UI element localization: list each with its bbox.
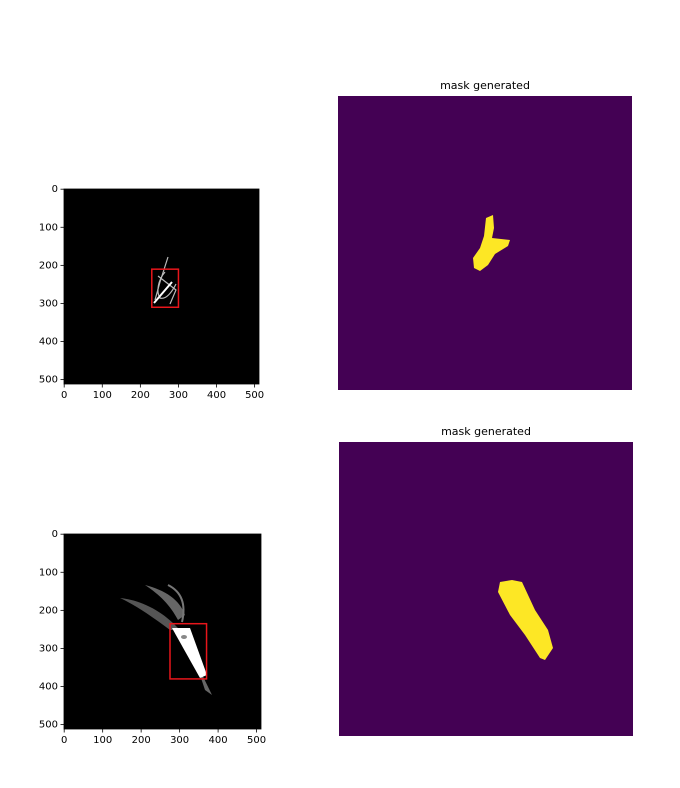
y-tick-label: 0 (52, 184, 58, 195)
image-panel (64, 189, 259, 384)
axes-frame (63, 533, 262, 730)
mask-region (498, 580, 553, 660)
y-tick-label: 100 (39, 222, 58, 233)
mask-panel (338, 96, 632, 390)
bounding-box (151, 268, 180, 309)
y-tick-label: 500 (39, 720, 58, 731)
y-tick-label: 200 (39, 605, 58, 616)
y-tick-label: 500 (39, 375, 58, 386)
y-tick-label: 0 (52, 529, 58, 540)
x-tick-label: 200 (132, 735, 151, 746)
x-tick-label: 100 (93, 390, 112, 401)
mask-region (473, 215, 510, 271)
x-tick-label: 200 (131, 390, 150, 401)
mask-panel (339, 442, 633, 736)
bounding-box (169, 622, 208, 680)
y-tick-label: 100 (39, 567, 58, 578)
y-tick-label: 300 (39, 298, 58, 309)
x-tick-label: 500 (247, 735, 266, 746)
x-tick-label: 0 (61, 390, 67, 401)
y-tick-label: 400 (39, 337, 58, 348)
object (120, 584, 212, 695)
image-background (64, 534, 261, 729)
x-tick-label: 500 (245, 390, 264, 401)
x-tick-label: 100 (93, 735, 112, 746)
mask-background (339, 442, 633, 736)
axes-frame (63, 188, 260, 385)
panel-title: mask generated (440, 79, 530, 92)
y-tick-label: 300 (39, 643, 58, 654)
x-tick-label: 300 (169, 390, 188, 401)
object (153, 256, 177, 305)
x-tick-label: 400 (209, 735, 228, 746)
panel-title: mask generated (441, 425, 531, 438)
y-tick-label: 400 (39, 682, 58, 693)
y-tick-label: 200 (39, 260, 58, 271)
x-tick-label: 400 (207, 390, 226, 401)
image-background (64, 189, 259, 384)
image-panel (64, 534, 261, 729)
x-tick-label: 0 (61, 735, 67, 746)
x-tick-label: 300 (170, 735, 189, 746)
